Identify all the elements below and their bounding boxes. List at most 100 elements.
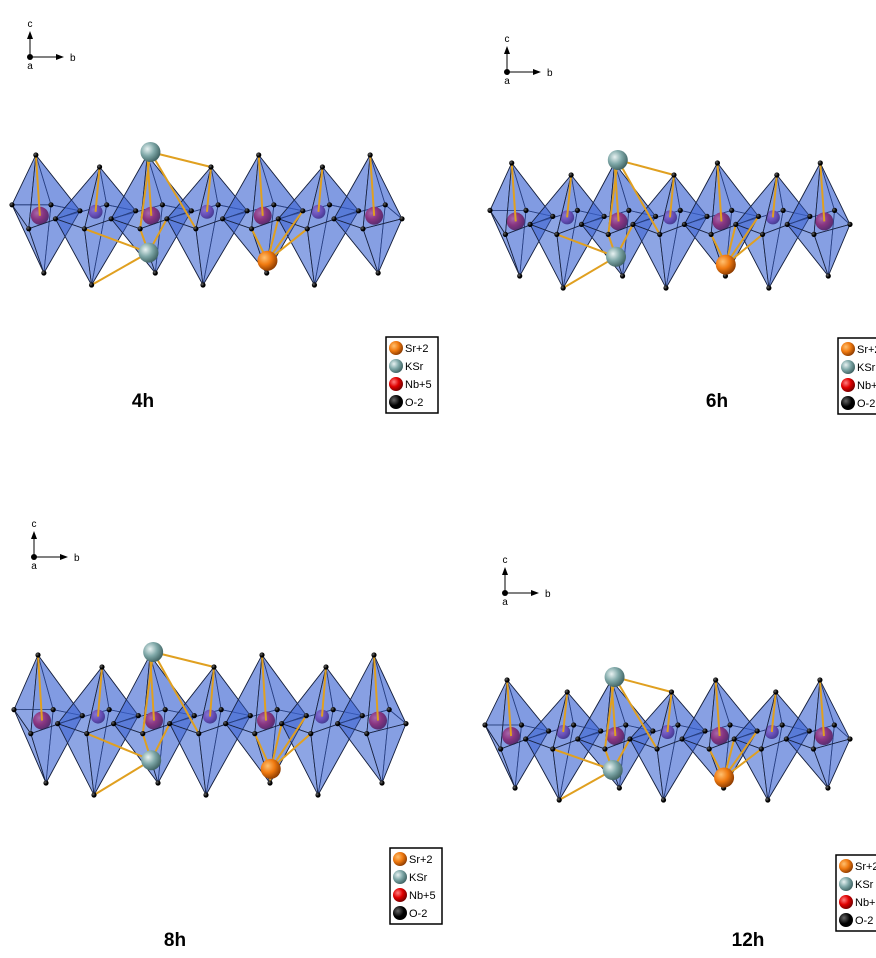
- o-atom: [825, 785, 830, 790]
- o-atom: [35, 652, 40, 657]
- axis-origin: [502, 590, 508, 596]
- axis-label: a: [502, 597, 508, 608]
- axis-origin: [27, 54, 33, 60]
- o-atom: [211, 664, 216, 669]
- legend-swatch: [393, 906, 407, 920]
- o-atom: [216, 202, 221, 207]
- legend-swatch: [389, 395, 403, 409]
- o-atom: [327, 202, 332, 207]
- axis-label: c: [28, 19, 33, 30]
- o-atom: [164, 216, 169, 221]
- o-atom: [89, 282, 94, 287]
- o-atom: [28, 731, 33, 736]
- o-atom: [561, 285, 566, 290]
- o-atom: [503, 232, 508, 237]
- o-atom: [320, 164, 325, 169]
- sr-atom: [257, 251, 277, 271]
- ksr-atom: [608, 150, 628, 170]
- structure-panel: cbaSr+2KSrNb+5O-26h: [487, 34, 876, 414]
- o-atom: [482, 722, 487, 727]
- legend-label: Sr+2: [857, 344, 876, 356]
- o-atom: [550, 214, 555, 219]
- o-atom: [571, 722, 576, 727]
- panel-label: 6h: [706, 391, 728, 412]
- o-atom: [519, 722, 524, 727]
- o-atom: [267, 780, 272, 785]
- o-atom: [160, 202, 165, 207]
- o-atom: [598, 728, 603, 733]
- legend-swatch: [841, 342, 855, 356]
- o-atom: [104, 202, 109, 207]
- o-atom: [323, 664, 328, 669]
- arrow-head: [27, 31, 33, 39]
- o-atom: [554, 232, 559, 237]
- o-atom: [279, 721, 284, 726]
- o-atom: [26, 226, 31, 231]
- legend-label: Sr+2: [409, 854, 433, 866]
- o-atom: [41, 270, 46, 275]
- o-atom: [315, 792, 320, 797]
- o-atom: [360, 226, 365, 231]
- o-atom: [51, 707, 56, 712]
- arrow-head: [31, 531, 37, 539]
- o-atom: [832, 722, 837, 727]
- arrow-head: [56, 54, 64, 60]
- octahedron-face: [814, 163, 850, 234]
- o-atom: [82, 226, 87, 231]
- o-atom: [704, 214, 709, 219]
- legend-label: Sr+2: [855, 861, 876, 873]
- o-atom: [387, 707, 392, 712]
- o-atom: [675, 722, 680, 727]
- octahedron-face: [363, 219, 402, 273]
- o-atom: [376, 270, 381, 275]
- o-atom: [249, 226, 254, 231]
- o-atom: [163, 707, 168, 712]
- o-atom: [847, 222, 852, 227]
- o-atom: [167, 721, 172, 726]
- ksr-atom: [139, 243, 159, 263]
- o-atom: [523, 208, 528, 213]
- o-atom: [196, 731, 201, 736]
- o-atom: [627, 736, 632, 741]
- o-atom: [111, 721, 116, 726]
- legend-swatch: [389, 341, 403, 355]
- o-atom: [760, 232, 765, 237]
- o-atom: [53, 216, 58, 221]
- o-atom: [275, 707, 280, 712]
- o-atom: [276, 216, 281, 221]
- ksr-atom: [143, 642, 163, 662]
- legend-label: Sr+2: [405, 343, 429, 355]
- o-atom: [84, 731, 89, 736]
- axis-label: c: [505, 34, 510, 45]
- o-atom: [653, 214, 658, 219]
- axis-label: b: [70, 53, 76, 64]
- o-atom: [91, 792, 96, 797]
- sr-atom: [261, 759, 281, 779]
- o-atom: [512, 785, 517, 790]
- panel-label: 4h: [132, 391, 154, 412]
- legend-swatch: [389, 359, 403, 373]
- o-atom: [755, 728, 760, 733]
- o-atom: [826, 273, 831, 278]
- o-atom: [308, 731, 313, 736]
- legend-label: O-2: [409, 908, 427, 920]
- o-atom: [709, 232, 714, 237]
- o-atom: [680, 736, 685, 741]
- o-atom: [360, 713, 365, 718]
- o-atom: [99, 664, 104, 669]
- ksr-atom: [141, 750, 161, 770]
- o-atom: [817, 677, 822, 682]
- axis-origin: [31, 554, 37, 560]
- axis-label: a: [27, 61, 33, 72]
- o-atom: [818, 160, 823, 165]
- o-atom: [663, 285, 668, 290]
- octahedron-face: [367, 655, 406, 734]
- o-atom: [356, 208, 361, 213]
- o-atom: [504, 677, 509, 682]
- o-atom: [575, 208, 580, 213]
- o-atom: [766, 285, 771, 290]
- o-atom: [765, 797, 770, 802]
- o-atom: [729, 208, 734, 213]
- legend-swatch: [839, 877, 853, 891]
